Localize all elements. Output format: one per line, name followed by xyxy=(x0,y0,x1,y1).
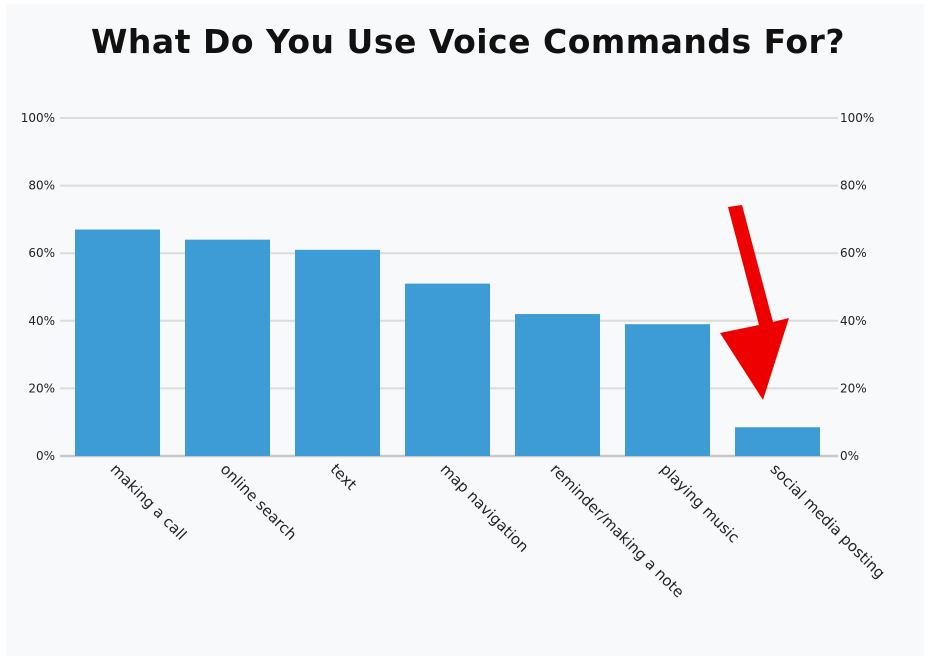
y-tick-label-left: 100% xyxy=(21,111,55,125)
y-tick-label-left: 80% xyxy=(28,179,55,193)
y-tick-label-right: 0% xyxy=(840,449,859,463)
y-tick-label-right: 40% xyxy=(840,314,867,328)
x-category-label: making a call xyxy=(107,460,191,544)
bar xyxy=(405,283,490,456)
x-category-label: map navigation xyxy=(437,460,533,556)
bar xyxy=(515,314,600,456)
y-tick-label-left: 0% xyxy=(36,449,55,463)
y-tick-label-right: 20% xyxy=(840,381,867,395)
bar xyxy=(625,324,710,456)
y-tick-label-right: 100% xyxy=(840,111,874,125)
y-tick-label-left: 40% xyxy=(28,314,55,328)
y-tick-label-right: 60% xyxy=(840,246,867,260)
bar xyxy=(735,427,820,456)
x-category-label: social media posting xyxy=(767,460,889,582)
red-arrow-annotation-icon xyxy=(720,205,789,400)
y-tick-label-right: 80% xyxy=(840,179,867,193)
bar xyxy=(75,229,160,456)
y-tick-label-left: 60% xyxy=(28,246,55,260)
y-tick-label-left: 20% xyxy=(28,381,55,395)
bar xyxy=(295,249,380,456)
x-category-label: text xyxy=(327,460,361,494)
x-category-label: online search xyxy=(217,460,301,544)
bar xyxy=(185,239,270,456)
chart-title: What Do You Use Voice Commands For? xyxy=(91,22,845,61)
x-category-label: playing music xyxy=(657,460,743,546)
